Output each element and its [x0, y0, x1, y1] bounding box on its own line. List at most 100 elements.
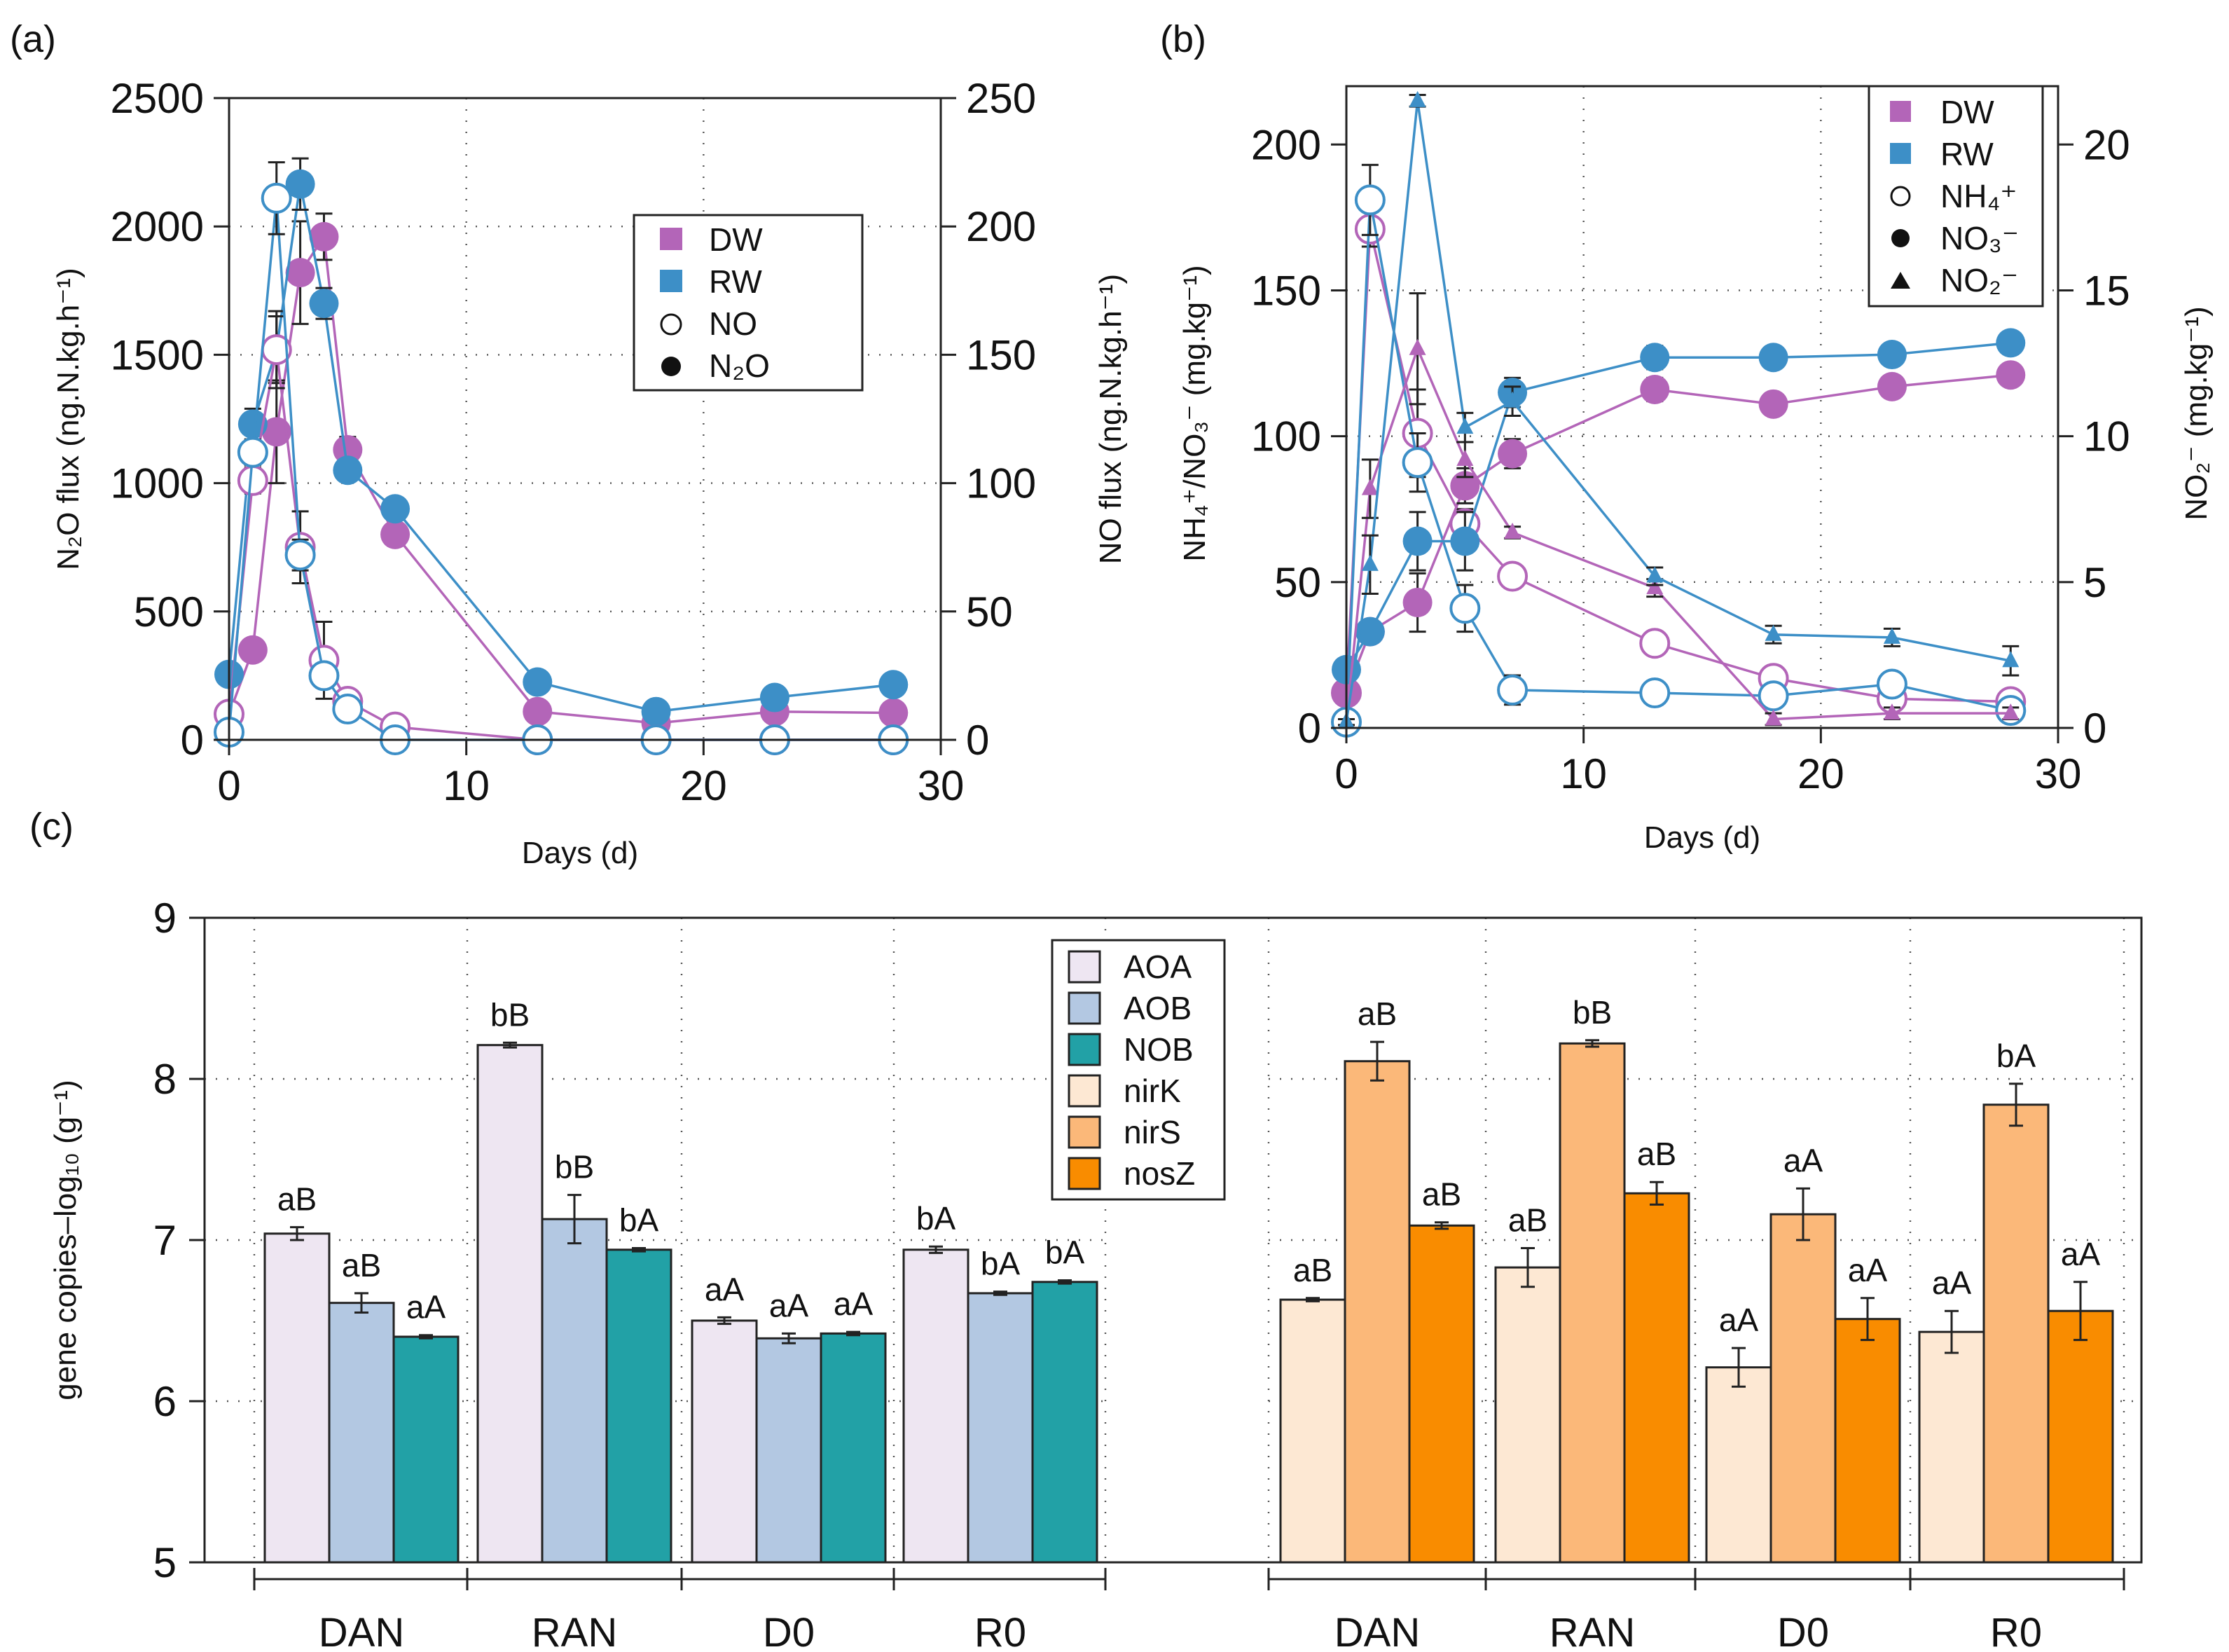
- data-point: [641, 696, 671, 727]
- y-right-tick-label: 250: [966, 75, 1036, 122]
- x-tick-label: 20: [1797, 750, 1844, 797]
- bar-nosz-dan: [1408, 1224, 1475, 1564]
- legend-b-rw-label: RW: [1940, 136, 1994, 172]
- y-left-tick-label: 1000: [111, 460, 204, 507]
- data-point: [1646, 566, 1664, 583]
- data-point: [333, 434, 363, 464]
- y-right-tick-label: 100: [966, 460, 1036, 507]
- data-point: [1450, 471, 1480, 501]
- panel-a-x-axis-label: Days (d): [522, 836, 638, 870]
- legend-swatch-aob: [1068, 991, 1101, 1025]
- x-tick-label: 10: [1560, 750, 1607, 797]
- data-point: [1504, 523, 1521, 539]
- y-left-tick-label: 500: [134, 588, 204, 635]
- x-category-label: R0: [974, 1610, 1026, 1652]
- significance-label: bA: [981, 1246, 1021, 1282]
- x-tick-label: 20: [680, 762, 727, 809]
- panel-b-label: (b): [1160, 18, 1206, 60]
- data-point: [1996, 360, 2026, 390]
- panel-a-series: [214, 157, 909, 755]
- bar-nirk-d0: [1705, 1366, 1772, 1564]
- bar-nosz-ran: [1623, 1192, 1690, 1564]
- bar-nirs-ran: [1559, 1042, 1626, 1564]
- significance-label: bB: [490, 996, 530, 1033]
- data-point: [1504, 391, 1521, 408]
- legend-label-aob: AOB: [1124, 990, 1192, 1026]
- bar-aoa-r0: [902, 1248, 969, 1564]
- panel-c-legend: AOA AOB NOB nirK nirS nosZ: [1051, 939, 1226, 1201]
- x-category-label: D0: [1777, 1610, 1829, 1652]
- data-point: [1361, 554, 1379, 571]
- x-tick-label: 0: [217, 762, 240, 809]
- data-point: [2002, 651, 2020, 668]
- data-point: [1361, 479, 1379, 495]
- y-tick-label: 6: [153, 1378, 177, 1425]
- panel-c-label: (c): [29, 806, 74, 848]
- legend-label-nob: NOB: [1124, 1031, 1194, 1068]
- bar-aoa-d0: [691, 1319, 758, 1564]
- significance-label: aB: [277, 1181, 317, 1218]
- legend-b-no2-marker: [1891, 272, 1910, 289]
- bar-aob-dan: [328, 1302, 395, 1564]
- legend-label-aoa: AOA: [1124, 949, 1192, 985]
- y-left-tick-label: 1500: [111, 331, 204, 378]
- significance-label: aA: [1932, 1265, 1972, 1301]
- y-tick-label: 5: [153, 1539, 177, 1586]
- data-point: [284, 539, 316, 571]
- bar-nosz-d0: [1834, 1318, 1901, 1564]
- significance-label: bA: [619, 1202, 659, 1239]
- legend-dw-label: DW: [709, 221, 763, 258]
- bar-aoa-ran: [476, 1044, 544, 1564]
- bar-nob-d0: [820, 1332, 887, 1564]
- legend-label-nirk: nirK: [1124, 1073, 1181, 1109]
- significance-label: aA: [705, 1271, 745, 1307]
- significance-label: bB: [555, 1149, 594, 1185]
- y-right-tick-label: 20: [2083, 121, 2130, 168]
- panel-b-x-axis-label: Days (d): [1644, 820, 1760, 855]
- data-point: [237, 436, 268, 468]
- bar-nirk-r0: [1918, 1330, 1985, 1564]
- panel-a-label: (a): [10, 18, 56, 60]
- significance-label: aB: [1422, 1176, 1461, 1213]
- significance-label: aA: [1719, 1302, 1759, 1338]
- bar-nob-dan: [392, 1335, 460, 1564]
- y-right-tick-label: 15: [2083, 267, 2130, 314]
- data-point: [237, 635, 268, 665]
- x-tick-label: 30: [918, 762, 965, 809]
- data-point: [1640, 343, 1670, 373]
- data-point: [1456, 449, 1474, 466]
- legend-swatch-nirk: [1068, 1074, 1101, 1108]
- data-point: [1639, 677, 1671, 709]
- bar-nob-ran: [605, 1248, 672, 1564]
- legend-no-marker: [660, 313, 682, 336]
- x-category-label: DAN: [319, 1610, 404, 1652]
- series-line: [1345, 373, 2011, 694]
- y-left-tick-label: 2500: [111, 75, 204, 122]
- panel-a-plot-frame: [228, 97, 942, 741]
- significance-label: bB: [1573, 994, 1612, 1031]
- data-point: [1996, 328, 2026, 358]
- legend-b-no3-label: NO₃⁻: [1940, 220, 2019, 256]
- y-right-tick-label: 50: [966, 588, 1013, 635]
- significance-label: aA: [769, 1287, 809, 1323]
- series-rw-no3-: [1332, 328, 2026, 684]
- significance-label: bA: [1996, 1038, 2036, 1074]
- x-category-label: RAN: [532, 1610, 617, 1652]
- y-left-tick-label: 100: [1251, 413, 1321, 460]
- panel-b-series: [1331, 90, 2027, 738]
- data-point: [1497, 560, 1528, 592]
- legend-rw-swatch: [660, 270, 682, 292]
- y-right-tick-label: 0: [966, 717, 989, 764]
- panel-b-legend: DW RW NH₄⁺ NO₃⁻ NO₂⁻: [1868, 85, 2044, 308]
- data-point: [1640, 375, 1670, 405]
- bar-aob-ran: [541, 1218, 608, 1564]
- x-tick-label: 10: [443, 762, 490, 809]
- data-point: [1876, 668, 1907, 700]
- panel-c-legend-box: [1051, 939, 1226, 1201]
- data-point: [878, 670, 909, 700]
- y-left-tick-label: 200: [1251, 121, 1321, 168]
- legend-dw-swatch: [660, 228, 682, 250]
- y-tick-label: 7: [153, 1217, 177, 1264]
- data-point: [1877, 340, 1907, 370]
